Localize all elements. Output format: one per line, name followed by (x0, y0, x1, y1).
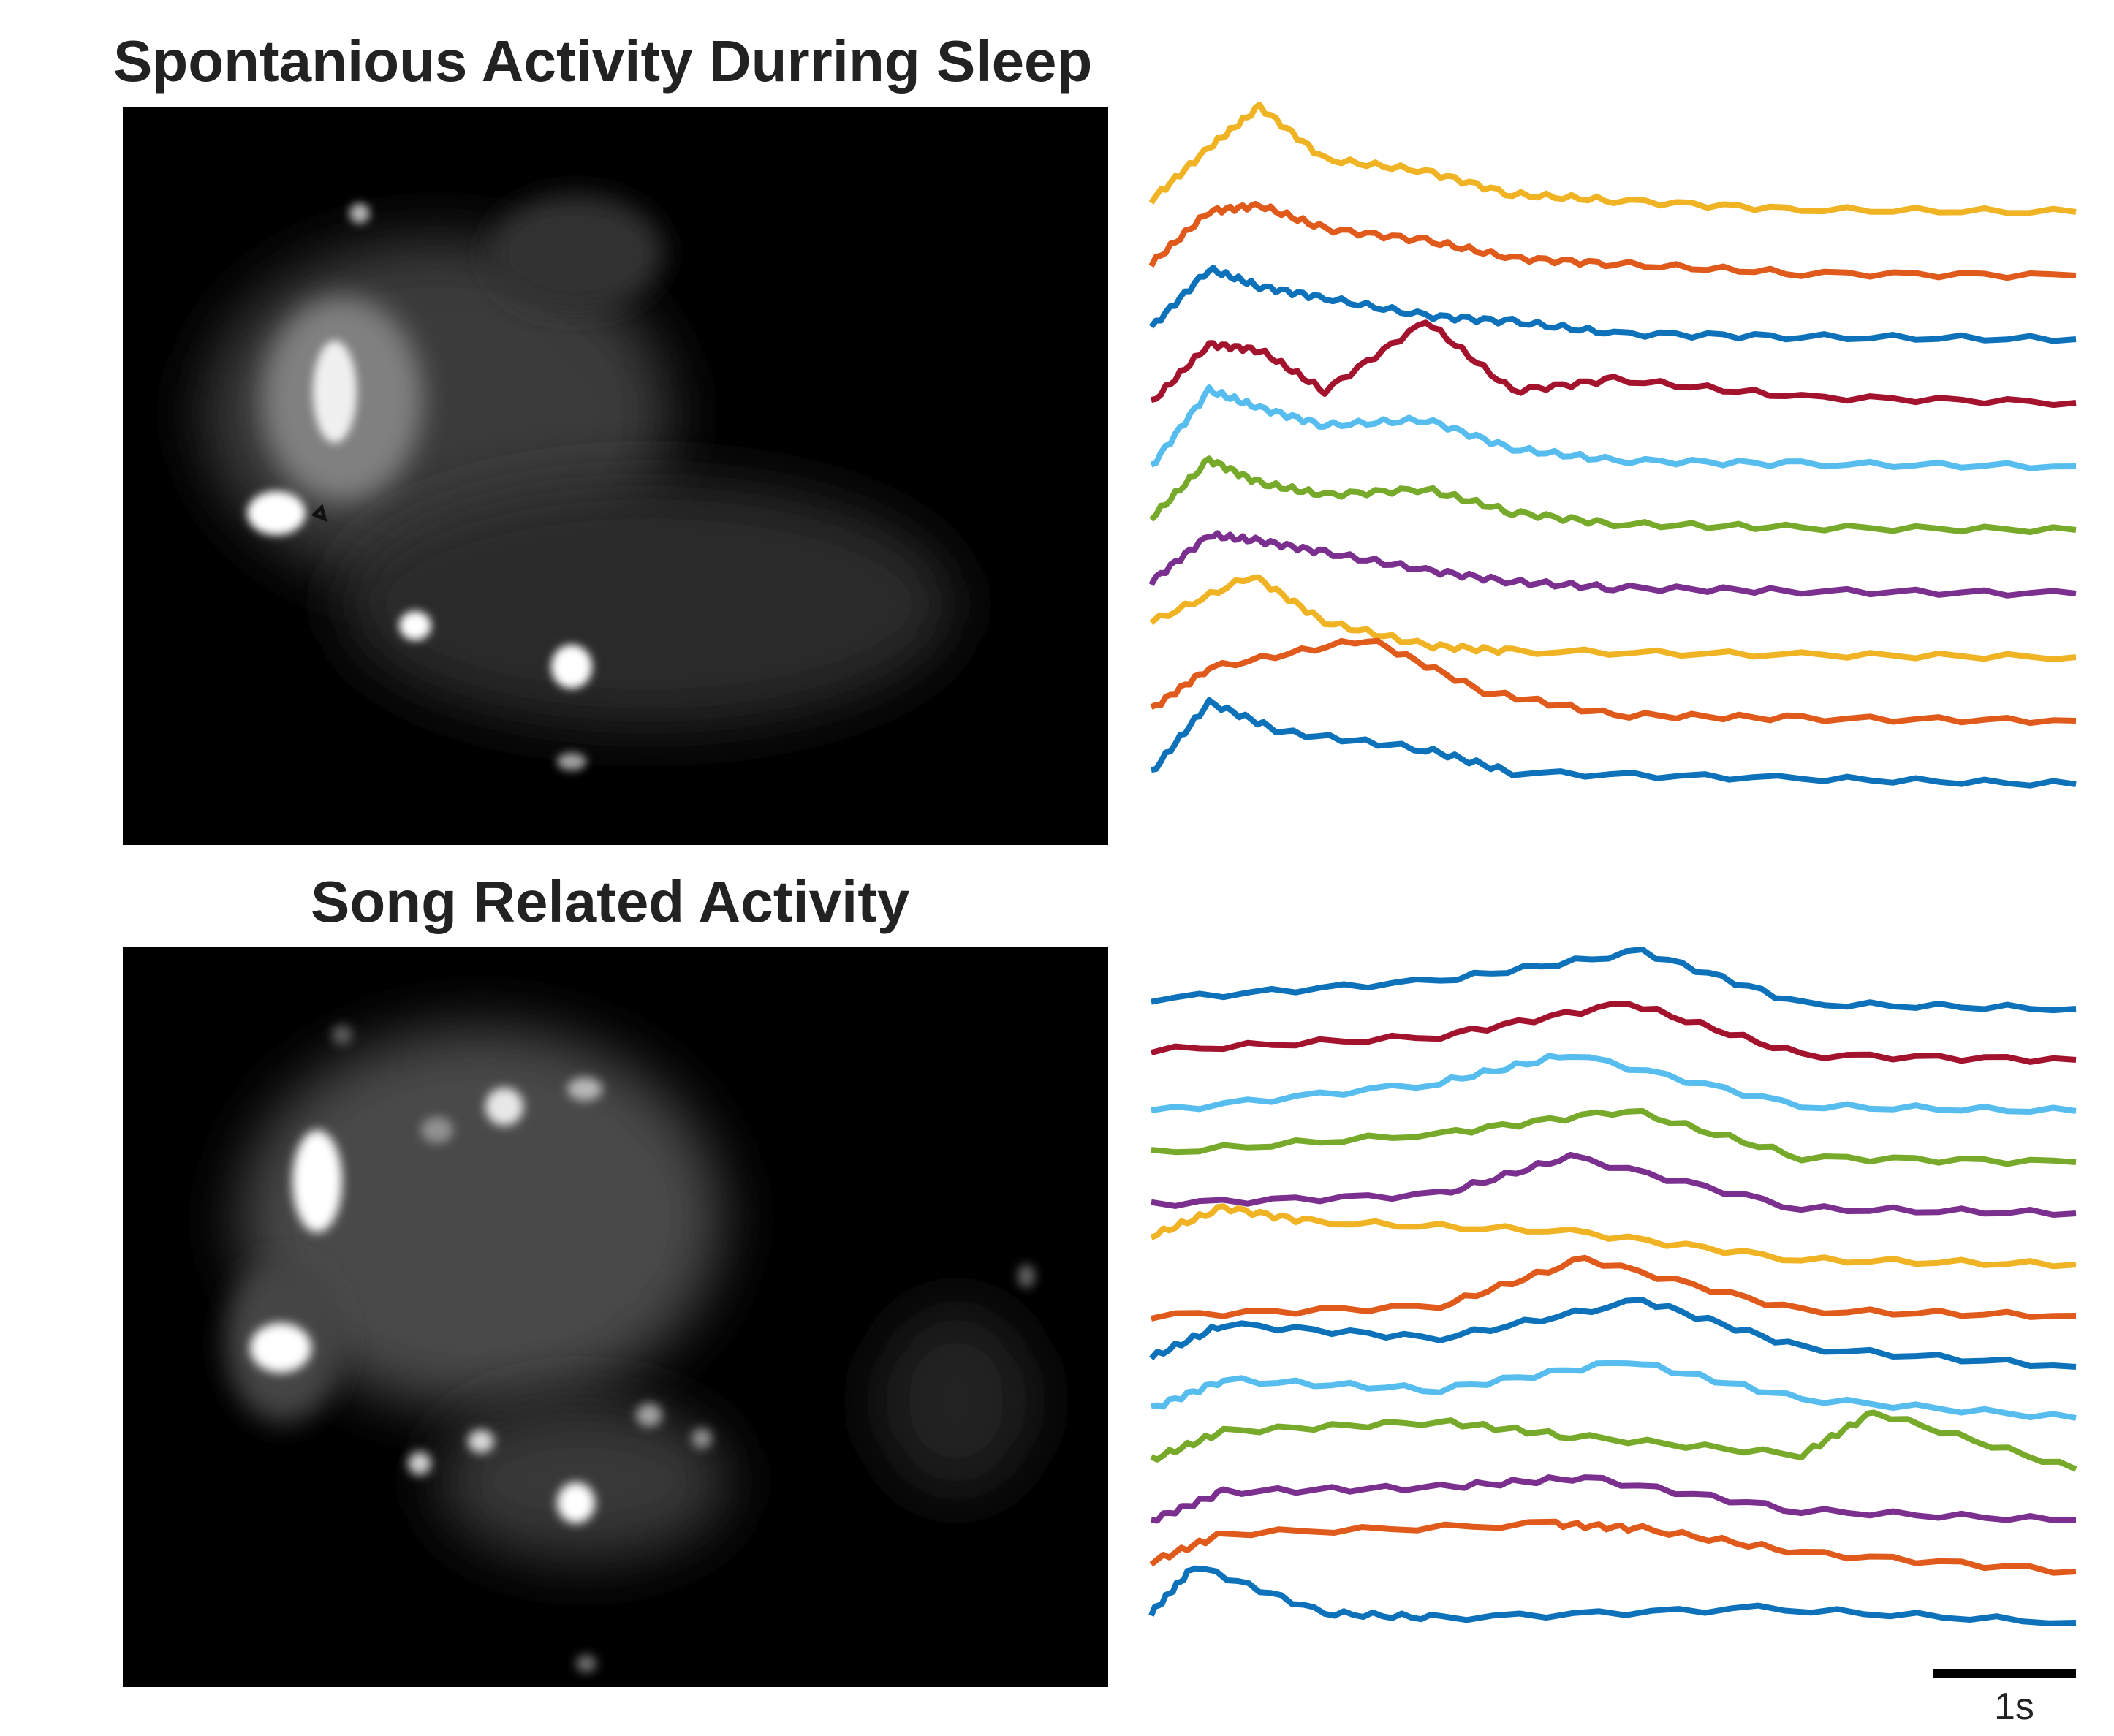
figure-title-song: Song Related Activity (311, 869, 910, 934)
trace-line (1149, 455, 2077, 535)
trace-line (1149, 1297, 2077, 1370)
trace-line (1151, 319, 2077, 409)
trace-line (1151, 947, 2077, 1014)
trace-line (1150, 1203, 2077, 1270)
trace-line (1148, 1565, 2077, 1626)
microscopy-image-sleep (123, 107, 1108, 845)
song-traces (1148, 947, 2077, 1626)
trace-line (1148, 200, 2077, 281)
trace-line (1149, 1518, 2077, 1576)
trace-line (1150, 384, 2077, 471)
trace-line (1151, 1151, 2077, 1218)
trace-line (1151, 1107, 2077, 1167)
figure-title-sleep: Spontanious Activity Durring Sleep (113, 29, 1093, 94)
trace-line (1151, 697, 2077, 789)
scale-bar-label: 1s (1994, 1686, 2034, 1728)
trace-line (1148, 530, 2077, 599)
trace-line (1151, 1053, 2077, 1115)
trace-line (1151, 1360, 2077, 1421)
sleep-traces (1148, 102, 2077, 789)
trace-line (1149, 574, 2077, 663)
trace-line (1151, 1474, 2077, 1524)
microscopy-image-song (123, 947, 1108, 1687)
trace-line (1150, 1001, 2077, 1065)
trace-line (1150, 1409, 2077, 1472)
trace-line (1148, 265, 2077, 344)
trace-line (1151, 1254, 2077, 1322)
trace-line (1150, 637, 2077, 727)
trace-line (1148, 102, 2077, 216)
